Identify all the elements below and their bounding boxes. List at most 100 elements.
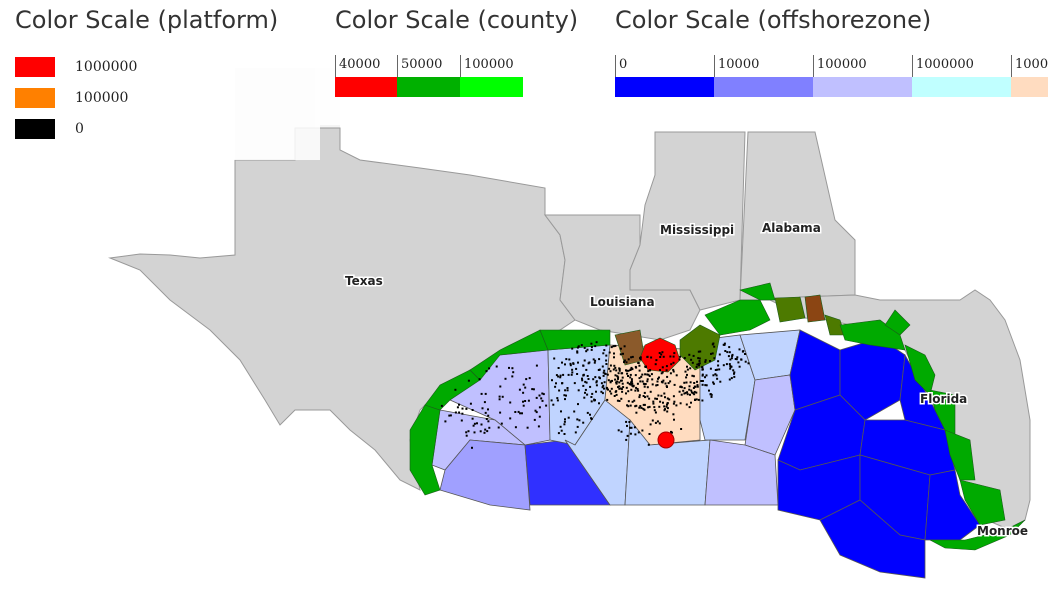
platform-dot xyxy=(664,382,667,385)
platform-dot xyxy=(690,358,693,361)
county xyxy=(804,294,826,323)
offshorezone-legend: Color Scale (offshorezone) 0 10000 10000… xyxy=(600,0,1048,125)
platform-dot xyxy=(517,410,520,413)
platform-dot xyxy=(581,377,583,380)
county xyxy=(959,479,1006,526)
platform-dot xyxy=(571,371,574,374)
offshore-zone xyxy=(819,499,926,579)
platform-dot xyxy=(638,364,641,367)
platform-dot xyxy=(694,398,697,401)
platform-dot xyxy=(498,395,501,398)
platform-dot xyxy=(627,405,630,408)
platform-dot xyxy=(693,390,696,393)
platform-dot xyxy=(652,402,655,405)
platform-dot xyxy=(614,378,617,381)
platform-dot xyxy=(449,414,452,417)
platform-dot xyxy=(625,369,627,372)
platform-dot xyxy=(567,416,570,419)
platform-dot xyxy=(487,408,489,411)
platform-dot xyxy=(744,360,747,363)
platform-dot xyxy=(725,363,728,366)
platform-dot xyxy=(583,346,586,349)
platform-dot xyxy=(526,426,529,429)
scale-label: 10000 xyxy=(718,57,760,72)
county xyxy=(929,519,1026,551)
platform-dot xyxy=(735,358,738,361)
platform-dot xyxy=(479,430,482,433)
platform-dot xyxy=(522,404,525,407)
platform-dot xyxy=(499,411,502,414)
platform-dot xyxy=(461,407,464,410)
platform-dot xyxy=(683,381,686,384)
platform-dot xyxy=(620,379,623,382)
platform-dot xyxy=(524,386,527,389)
platform-dot xyxy=(465,407,468,410)
platform-dot xyxy=(514,411,517,413)
platform-dot xyxy=(684,370,687,373)
offshore-zone xyxy=(704,439,779,506)
platform-dot xyxy=(623,359,626,362)
platform-dot xyxy=(651,383,654,386)
scale-bar xyxy=(397,77,460,97)
platform-dot xyxy=(639,357,641,360)
platform-dot xyxy=(697,362,700,365)
platform-dot xyxy=(665,385,668,388)
platform-dot xyxy=(613,364,616,367)
platform-dot xyxy=(498,398,501,401)
platform-dot xyxy=(650,356,653,359)
platform-dot xyxy=(603,372,606,375)
platform-dot xyxy=(641,373,644,376)
platform-dot xyxy=(563,394,566,397)
platform-dot xyxy=(736,356,739,359)
platform-dot xyxy=(626,404,629,407)
platform-dot xyxy=(559,376,562,379)
platform-dot xyxy=(535,411,538,414)
platform-dot xyxy=(672,368,675,371)
platform-dot xyxy=(626,381,629,384)
platform-dot xyxy=(571,347,574,350)
platform-dot xyxy=(670,363,673,366)
scale-bar xyxy=(615,77,714,97)
platform-dot xyxy=(444,420,447,423)
platform-dot xyxy=(662,379,665,382)
platform-dot xyxy=(576,346,579,349)
platform-dot xyxy=(625,386,628,389)
platform-dot xyxy=(586,411,589,414)
platform-dot xyxy=(672,370,675,373)
platform-dot xyxy=(512,371,515,374)
platform-dot xyxy=(584,391,586,394)
platform-dot xyxy=(666,403,668,406)
platform-dot xyxy=(690,391,693,394)
platform-dot xyxy=(627,358,630,361)
platform-dot xyxy=(471,417,474,420)
platform-dot xyxy=(636,388,639,390)
scale-label: 100000 xyxy=(817,57,867,72)
platform-dot xyxy=(568,358,571,361)
platform-dot xyxy=(640,375,643,378)
platform-dot xyxy=(684,391,687,394)
platform-marker-large xyxy=(657,431,675,449)
platform-dot xyxy=(486,430,489,433)
county-legend-title: Color Scale (county) xyxy=(335,6,579,34)
platform-dot xyxy=(652,400,655,403)
platform-dot xyxy=(614,366,617,369)
platform-dot xyxy=(621,382,624,385)
platform-dot xyxy=(696,384,699,387)
platform-dot xyxy=(629,369,632,371)
platform-dot xyxy=(562,373,565,376)
platform-legend-title: Color Scale (platform) xyxy=(15,6,279,34)
platform-dot xyxy=(621,390,624,393)
platform-dot xyxy=(518,388,521,391)
platform-dot xyxy=(576,425,579,428)
platform-dot xyxy=(663,392,666,395)
platform-dot xyxy=(716,368,719,371)
platform-dot xyxy=(634,405,637,408)
platform-dot xyxy=(646,378,649,381)
platform-dot xyxy=(654,363,657,366)
legend-label: 100000 xyxy=(75,90,129,106)
platform-dot xyxy=(483,401,486,404)
platform-dot xyxy=(563,423,566,426)
platform-dot xyxy=(661,366,664,369)
platform-dot xyxy=(558,389,561,392)
platform-dot xyxy=(622,386,625,389)
